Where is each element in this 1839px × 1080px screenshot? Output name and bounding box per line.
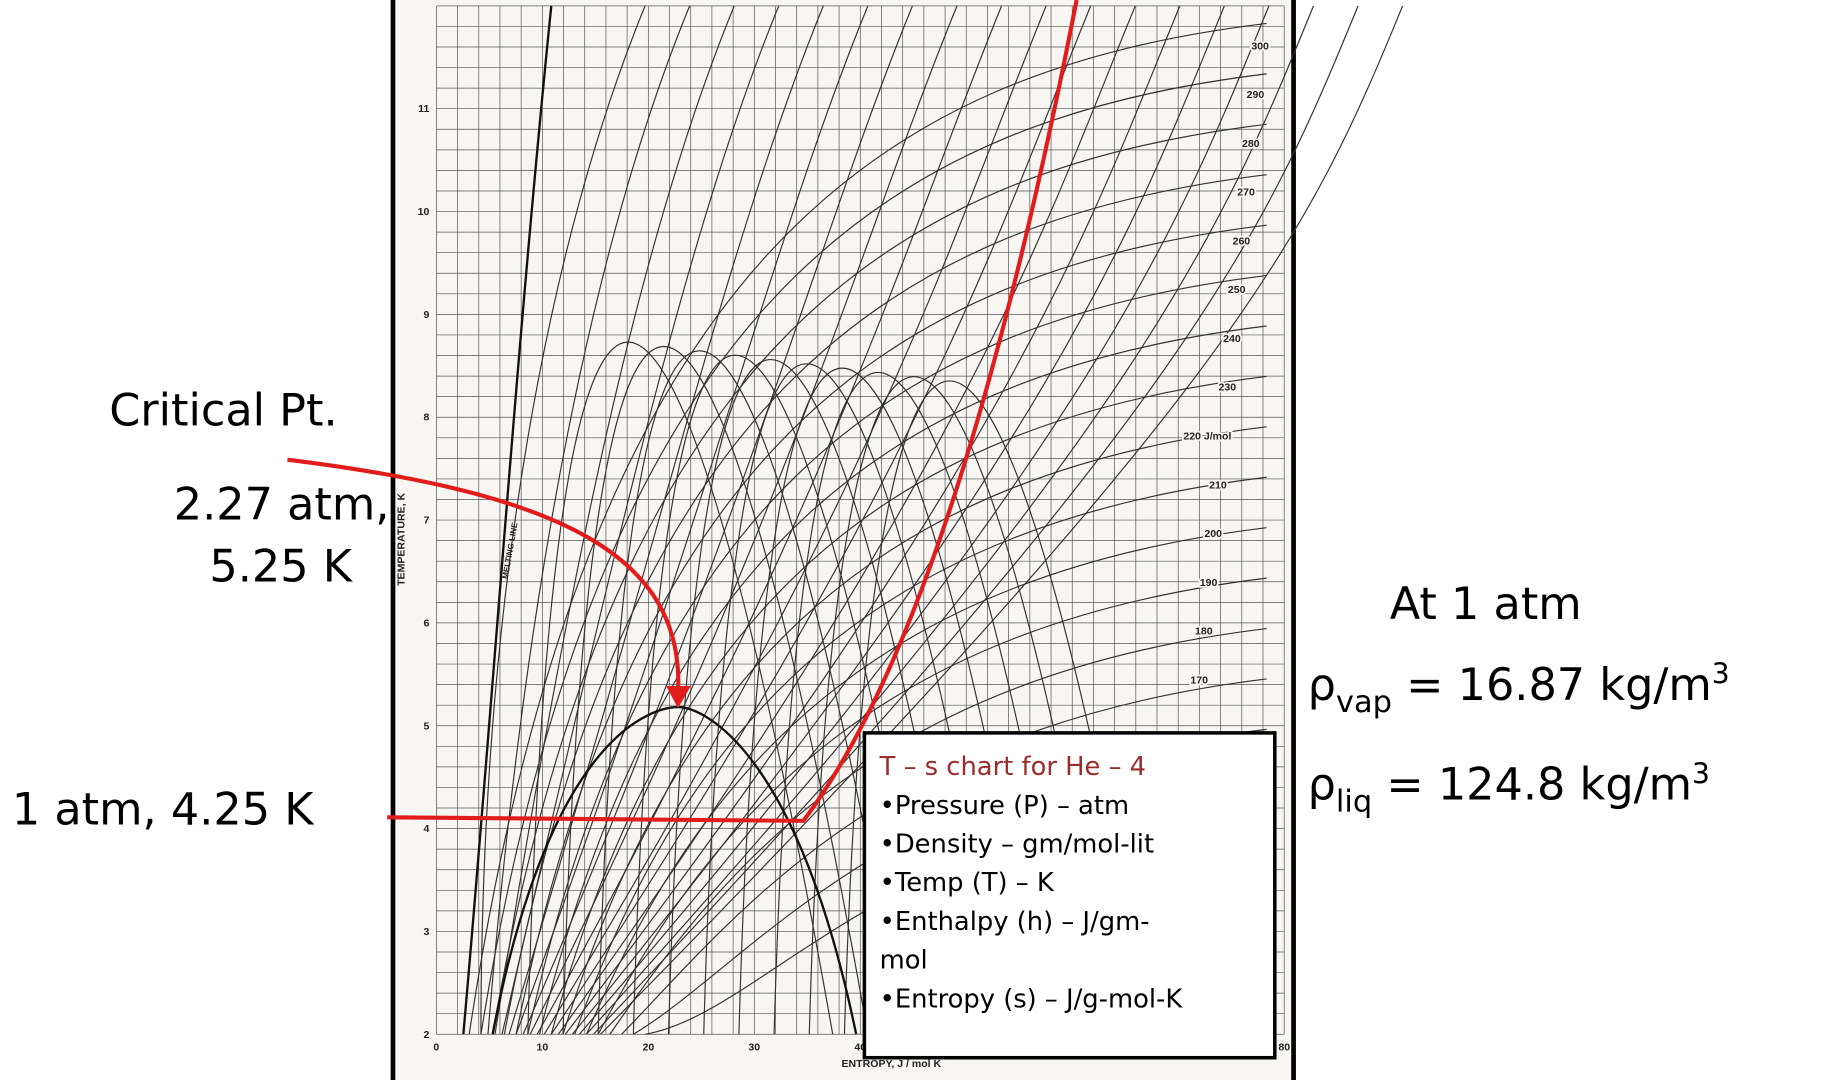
legend-item: •Pressure (P) – atm: [880, 791, 1129, 821]
y-tick-label: 11: [418, 103, 429, 115]
legend-item: mol: [880, 946, 928, 976]
enthalpy-label: 200: [1204, 528, 1222, 540]
superscript: 3: [1692, 757, 1710, 790]
legend-title: T – s chart for He – 4: [879, 752, 1146, 782]
symbol: ρ: [1308, 659, 1336, 711]
enthalpy-label: 170: [1190, 674, 1208, 686]
y-tick-label: 7: [423, 515, 429, 527]
y-tick-label: 4: [423, 823, 429, 835]
enthalpy-label: 190: [1200, 577, 1218, 589]
x-tick-label: 80: [1278, 1042, 1290, 1054]
equation: = 16.87 kg/m: [1392, 659, 1712, 711]
legend-item: •Temp (T) – K: [880, 868, 1055, 898]
enthalpy-label: 300: [1251, 40, 1269, 52]
x-tick-label: 20: [642, 1042, 654, 1054]
enthalpy-label: 290: [1247, 89, 1265, 101]
enthalpy-label: 250: [1228, 284, 1246, 296]
y-tick-label: 2: [423, 1029, 429, 1041]
enthalpy-label: 260: [1233, 235, 1251, 247]
x-tick-label: 10: [536, 1042, 548, 1054]
superscript: 3: [1712, 658, 1730, 691]
enthalpy-label: 220 J/mol: [1183, 431, 1231, 443]
legend-item: •Enthalpy (h) – J/gm-: [880, 907, 1150, 937]
y-tick-label: 3: [423, 926, 429, 938]
enthalpy-label: 180: [1195, 626, 1213, 638]
enthalpy-label: 230: [1219, 382, 1237, 394]
y-tick-label: 9: [423, 309, 429, 321]
slide: ENTROPY, J / mol K TEMPERATURE, K MELTIN…: [0, 0, 1839, 1080]
critical-temperature: 5.25 K: [209, 541, 353, 593]
enthalpy-label: 280: [1242, 138, 1260, 150]
legend-item: •Entropy (s) – J/g-mol-K: [880, 984, 1184, 1014]
right-heading: At 1 atm: [1390, 578, 1582, 630]
y-tick-label: 8: [423, 412, 429, 424]
symbol: ρ: [1308, 759, 1336, 811]
y-tick-label: 5: [423, 720, 429, 732]
y-tick-label: 10: [418, 206, 430, 218]
y-axis-title: TEMPERATURE, K: [396, 493, 408, 586]
x-tick-label: 0: [433, 1042, 439, 1054]
x-tick-label: 30: [748, 1042, 760, 1054]
page: ENTROPY, J / mol K TEMPERATURE, K MELTIN…: [0, 0, 1839, 1080]
subscript: vap: [1336, 685, 1392, 720]
y-tick-label: 6: [423, 617, 429, 629]
equation: = 124.8 kg/m: [1372, 759, 1692, 811]
subscript: liq: [1336, 784, 1372, 819]
boiling-point: 1 atm, 4.25 K: [12, 783, 315, 835]
x-axis-title: ENTROPY, J / mol K: [842, 1058, 942, 1070]
enthalpy-label: 240: [1223, 333, 1241, 345]
critical-pressure: 2.27 atm,: [174, 478, 390, 530]
enthalpy-label: 210: [1209, 479, 1227, 491]
critical-title: Critical Pt.: [109, 385, 337, 437]
legend-item: •Density – gm/mol-lit: [880, 830, 1154, 860]
enthalpy-label: 270: [1237, 187, 1255, 199]
